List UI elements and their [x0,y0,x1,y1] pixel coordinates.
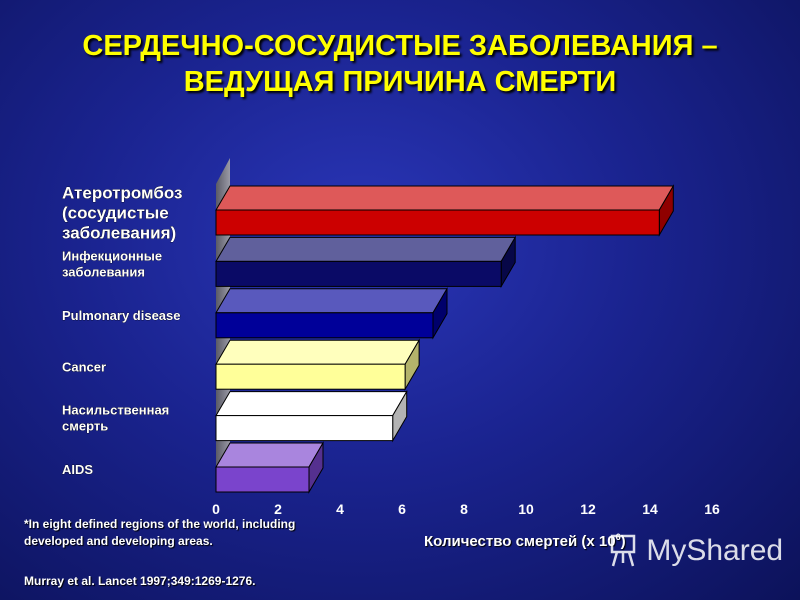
x-tick-3: 6 [398,501,406,517]
x-axis-label-close: ) [620,533,626,550]
category-label-0-line-1: (сосудистые [62,203,169,222]
bar-1-front [215,260,502,287]
bar-4-top [215,391,408,417]
watermark: MyShared [608,533,783,569]
title-line-2: ВЕДУЩАЯ ПРИЧИНА СМЕРТИ [183,66,617,98]
bar-3-top [215,339,420,365]
bar-2 [215,286,448,340]
footnote-line-1: *In eight defined regions of the world, … [24,517,296,531]
x-tick-2: 4 [336,501,344,517]
title-line-1: СЕРДЕЧНО-СОСУДИСТЫЕ ЗАБОЛЕВАНИЯ – [82,30,718,62]
x-tick-0: 0 [212,501,220,517]
x-tick-8: 16 [704,501,720,517]
bar-1 [215,235,517,289]
bar-3-front [215,363,406,390]
chart-title: СЕРДЕЧНО-СОСУДИСТЫЕ ЗАБОЛЕВАНИЯ – ВЕДУЩА… [0,28,800,100]
bar-5 [215,441,324,494]
category-label-3-line-0: Cancer [62,359,106,374]
category-label-1-line-1: заболевания [62,264,145,279]
category-label-5-line-0: AIDS [62,462,93,477]
bar-4-front [215,415,394,442]
bar-5-front [215,466,310,493]
x-axis-label-text: Количество смертей (x 10 [424,533,616,550]
category-label-1-line-0: Инфекционные [62,248,162,263]
bar-3 [215,338,420,392]
watermark-text: MyShared [646,534,784,568]
category-label-2-line-0: Pulmonary disease [62,308,181,323]
bar-1-top [215,236,517,262]
x-tick-1: 2 [274,501,282,517]
x-axis-label: Количество смертей (x 106) [424,532,626,550]
citation: Murray et al. Lancet 1997;349:1269-1276. [24,574,256,588]
presentation-board-icon [610,534,636,567]
bars-group [215,184,675,494]
x-tick-5: 10 [518,501,534,517]
bar-2-front [215,312,434,339]
bar-0-top [215,185,675,211]
bar-5-top [215,442,324,468]
x-tick-4: 8 [460,501,468,517]
category-label-4-line-0: Насильственная [62,403,169,418]
category-label-4-line-1: смерть [62,419,108,434]
bar-0 [215,184,675,237]
x-tick-6: 12 [580,501,596,517]
x-tick-labels: 0 2 4 6 8 10 12 14 16 [212,501,720,517]
bar-4 [215,389,408,443]
category-label-0-line-0: Атеротромбоз [62,183,183,202]
footnote-line-2: developed and developing areas. [24,534,213,548]
x-tick-7: 14 [642,501,658,517]
bar-2-top [215,288,448,314]
category-label-0-line-2: заболевания) [62,223,176,242]
bar-0-front [215,209,660,236]
footnote: *In eight defined regions of the world, … [24,516,344,550]
